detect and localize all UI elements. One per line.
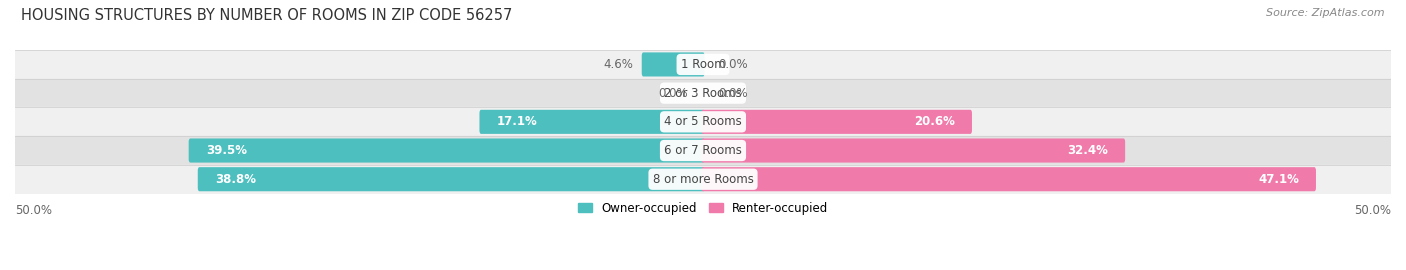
FancyBboxPatch shape	[702, 110, 972, 134]
Bar	[15, 165, 1391, 194]
Text: 39.5%: 39.5%	[205, 144, 247, 157]
Text: 4 or 5 Rooms: 4 or 5 Rooms	[664, 115, 742, 128]
Text: 1 Room: 1 Room	[681, 58, 725, 71]
FancyBboxPatch shape	[702, 139, 1125, 163]
Text: 38.8%: 38.8%	[215, 173, 256, 186]
Text: 0.0%: 0.0%	[718, 87, 748, 100]
Text: 2 or 3 Rooms: 2 or 3 Rooms	[664, 87, 742, 100]
Text: 32.4%: 32.4%	[1067, 144, 1108, 157]
FancyBboxPatch shape	[188, 139, 704, 163]
Bar	[15, 107, 1391, 136]
Bar	[15, 50, 1391, 79]
Text: HOUSING STRUCTURES BY NUMBER OF ROOMS IN ZIP CODE 56257: HOUSING STRUCTURES BY NUMBER OF ROOMS IN…	[21, 8, 512, 23]
Text: 0.0%: 0.0%	[658, 87, 688, 100]
Bar	[15, 136, 1391, 165]
FancyBboxPatch shape	[702, 167, 1316, 191]
Text: 50.0%: 50.0%	[1354, 204, 1391, 217]
Text: Source: ZipAtlas.com: Source: ZipAtlas.com	[1267, 8, 1385, 18]
Text: 50.0%: 50.0%	[15, 204, 52, 217]
Bar	[15, 79, 1391, 107]
Text: 0.0%: 0.0%	[718, 58, 748, 71]
FancyBboxPatch shape	[479, 110, 704, 134]
Text: 47.1%: 47.1%	[1258, 173, 1299, 186]
Text: 20.6%: 20.6%	[914, 115, 955, 128]
Legend: Owner-occupied, Renter-occupied: Owner-occupied, Renter-occupied	[572, 197, 834, 219]
Text: 8 or more Rooms: 8 or more Rooms	[652, 173, 754, 186]
FancyBboxPatch shape	[198, 167, 704, 191]
Text: 4.6%: 4.6%	[603, 58, 633, 71]
Text: 17.1%: 17.1%	[496, 115, 537, 128]
Text: 6 or 7 Rooms: 6 or 7 Rooms	[664, 144, 742, 157]
FancyBboxPatch shape	[641, 52, 704, 76]
